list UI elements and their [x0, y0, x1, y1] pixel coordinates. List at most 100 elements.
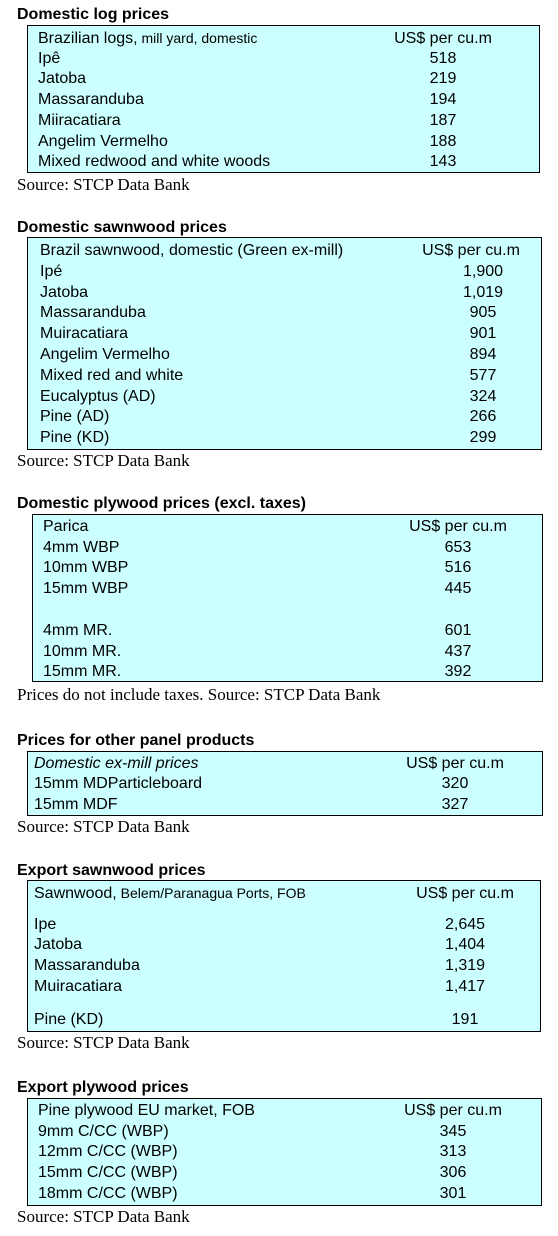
column-header-species: Parica: [43, 518, 89, 535]
product-name: 10mm WBP: [43, 559, 129, 576]
price-value: 1,319: [444, 957, 486, 974]
table-row: 18mm C/CC (WBP) 301: [28, 1183, 541, 1204]
product-name: 12mm C/CC (WBP): [38, 1143, 178, 1160]
price-value: 191: [451, 1011, 479, 1028]
species-name: Massaranduba: [40, 304, 146, 321]
price-value: 1,019: [462, 284, 504, 301]
price-value: 518: [429, 50, 457, 67]
table-row: 15mm MDParticleboard 320: [28, 773, 542, 794]
table-row: Muiracatiara 901: [28, 323, 541, 344]
table-row: Pine (AD) 266: [28, 406, 541, 427]
species-name: Jatoba: [40, 284, 89, 301]
export-sawnwood-price-table: Sawnwood, Belem/Paranagua Ports, FOB US$…: [27, 880, 541, 1032]
table-row: Massaranduba 194: [28, 89, 539, 110]
table-header-row: Parica US$ per cu.m: [33, 516, 542, 537]
log-section-title: Domestic log prices: [17, 6, 170, 23]
price-value: 143: [429, 153, 457, 170]
species-name: Ipe: [34, 916, 57, 933]
price-value: 219: [429, 70, 457, 87]
price-value: 1,900: [462, 263, 504, 280]
table-row: Pine (KD) 191: [28, 1009, 540, 1030]
column-header-unit: US$ per cu.m: [422, 242, 520, 259]
product-name: 15mm MDParticleboard: [34, 775, 203, 792]
column-header-species: Domestic ex-mill prices: [34, 755, 199, 772]
price-value: 266: [469, 408, 497, 425]
price-value: 392: [444, 663, 472, 680]
table-row: Jatoba 1,404: [28, 934, 540, 955]
table-row: Pine (KD) 299: [28, 427, 541, 448]
table-row: Massaranduba 1,319: [28, 955, 540, 976]
export-plywood-price-table: Pine plywood EU market, FOB US$ per cu.m…: [27, 1098, 542, 1206]
species-name: Angelim Vermelho: [38, 133, 168, 150]
column-header-product: Pine plywood EU market, FOB: [38, 1102, 255, 1119]
price-value: 306: [439, 1164, 467, 1181]
price-value: 1,417: [444, 978, 486, 995]
table-header-row: Brazilian logs, mill yard, domestic US$ …: [28, 28, 539, 49]
price-value: 187: [429, 112, 457, 129]
price-value: 301: [439, 1185, 467, 1202]
panel-section-title: Prices for other panel products: [17, 732, 255, 749]
sawnwood-source-note: Source: STCP Data Bank: [17, 451, 190, 470]
column-header-species: Sawnwood, Belem/Paranagua Ports, FOB: [34, 885, 306, 902]
column-header-species: Brazil sawnwood, domestic (Green ex-mill…: [40, 242, 344, 259]
species-name: Muiracatiara: [40, 325, 129, 342]
species-name: Mixed redwood and white woods: [38, 153, 271, 170]
price-value: 901: [469, 325, 497, 342]
price-value: 345: [439, 1123, 467, 1140]
species-name: Ipê: [38, 50, 61, 67]
table-row: 15mm MDF 327: [28, 794, 542, 815]
log-price-table: Brazilian logs, mill yard, domestic US$ …: [27, 25, 540, 173]
table-header-row: Domestic ex-mill prices US$ per cu.m: [28, 753, 542, 774]
price-value: 320: [441, 775, 469, 792]
price-value: 653: [444, 539, 472, 556]
table-row: Ipé 1,900: [28, 261, 541, 282]
column-header-unit: US$ per cu.m: [406, 755, 504, 772]
species-name: Eucalyptus (AD): [40, 388, 156, 405]
table-row: Jatoba 1,019: [28, 282, 541, 303]
price-value: 516: [444, 559, 472, 576]
column-header-unit: US$ per cu.m: [409, 518, 507, 535]
price-value: 2,645: [444, 916, 486, 933]
price-value: 437: [444, 643, 472, 660]
species-name: Mixed red and white: [40, 367, 184, 384]
product-name: 18mm C/CC (WBP): [38, 1185, 178, 1202]
product-name: 15mm C/CC (WBP): [38, 1164, 178, 1181]
plywood-section-title: Domestic plywood prices (excl. taxes): [17, 495, 306, 512]
table-row: 12mm C/CC (WBP) 313: [28, 1141, 541, 1162]
table-row: Eucalyptus (AD) 324: [28, 386, 541, 407]
price-value: 445: [444, 580, 472, 597]
plywood-price-table: Parica US$ per cu.m 4mm WBP 653 10mm WBP 5…: [32, 514, 543, 682]
column-header-unit: US$ per cu.m: [394, 30, 492, 47]
product-name: 9mm C/CC (WBP): [38, 1123, 169, 1140]
table-header-row: Pine plywood EU market, FOB US$ per cu.m: [28, 1100, 541, 1121]
table-row: Ipe 2,645: [28, 914, 540, 935]
price-value: 905: [469, 304, 497, 321]
species-name: Jatoba: [38, 70, 87, 87]
price-value: 313: [439, 1143, 467, 1160]
product-name: 15mm MR.: [43, 663, 122, 680]
table-row: 10mm WBP 516: [33, 557, 542, 578]
table-row: Jatoba 219: [28, 68, 539, 89]
species-name: Massaranduba: [38, 91, 144, 108]
product-name: 15mm MDF: [34, 796, 118, 813]
plywood-source-note: Prices do not include taxes. Source: STC…: [17, 685, 381, 704]
table-row: 4mm MR. 601: [33, 620, 542, 641]
product-name: 10mm MR.: [43, 643, 122, 660]
table-row: 15mm WBP 445: [33, 578, 542, 599]
table-row: Mixed redwood and white woods 143: [28, 151, 539, 172]
price-value: 299: [469, 429, 497, 446]
table-row: 15mm MR. 392: [33, 661, 542, 682]
species-name: Ipé: [40, 263, 63, 280]
product-name: 4mm MR.: [43, 622, 113, 639]
export-sawnwood-source-note: Source: STCP Data Bank: [17, 1033, 190, 1052]
column-header-unit: US$ per cu.m: [404, 1102, 502, 1119]
table-row: 9mm C/CC (WBP) 345: [28, 1121, 541, 1142]
export-plywood-section-title: Export plywood prices: [17, 1079, 189, 1096]
column-header-unit: US$ per cu.m: [416, 885, 514, 902]
price-value: 194: [429, 91, 457, 108]
panel-source-note: Source: STCP Data Bank: [17, 817, 190, 836]
table-row: Miiracatiara 187: [28, 110, 539, 131]
table-header-row: Brazil sawnwood, domestic (Green ex-mill…: [28, 240, 541, 261]
price-value: 894: [469, 346, 497, 363]
table-row: Massaranduba 905: [28, 302, 541, 323]
